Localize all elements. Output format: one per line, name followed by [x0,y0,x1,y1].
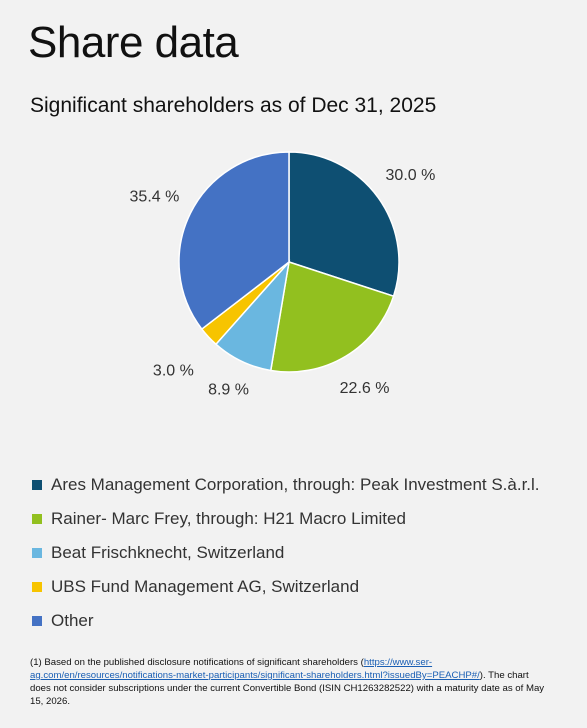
legend-label: Ares Management Corporation, through: Pe… [51,475,540,494]
footnote-link[interactable]: https://www.ser-ag.com/en/resources/noti… [30,657,480,681]
legend-item: Ares Management Corporation, through: Pe… [32,468,540,502]
footnote-suffix: ). The chart does not consider subscript… [30,670,545,707]
slice-label: 30.0 % [386,167,436,184]
legend-swatch [32,616,42,626]
page-title: Share data [28,18,239,67]
pie-slice [178,151,290,331]
legend-swatch [32,480,42,490]
chart-subtitle: Significant shareholders as of Dec 31, 2… [30,94,437,117]
pie-slice [288,151,400,298]
footnote: (1) Based on the published disclosure no… [30,656,550,708]
footnote-prefix: (1) Based on the published disclosure no… [30,657,364,668]
legend-label: Rainer- Marc Frey, through: H21 Macro Li… [51,509,406,528]
legend-label: Beat Frischknecht, Switzerland [51,543,285,562]
slice-label: 3.0 % [153,363,194,380]
pie-slice [269,261,395,373]
pie-chart: 30.0 % 22.6 % 8.9 % 3.0 % 35.4 % [130,151,436,398]
legend-label: Other [51,611,94,630]
legend-swatch [32,514,42,524]
legend-item: Other [32,604,540,638]
legend-swatch [32,582,42,592]
legend-label: UBS Fund Management AG, Switzerland [51,577,360,596]
slice-label: 8.9 % [208,381,249,398]
legend-swatch [32,548,42,558]
slice-label: 22.6 % [340,380,390,397]
legend-item: UBS Fund Management AG, Switzerland [32,570,540,604]
legend-item: Beat Frischknecht, Switzerland [32,536,540,570]
chart-legend: Ares Management Corporation, through: Pe… [32,468,540,638]
slice-label: 35.4 % [130,189,180,206]
legend-item: Rainer- Marc Frey, through: H21 Macro Li… [32,502,540,536]
